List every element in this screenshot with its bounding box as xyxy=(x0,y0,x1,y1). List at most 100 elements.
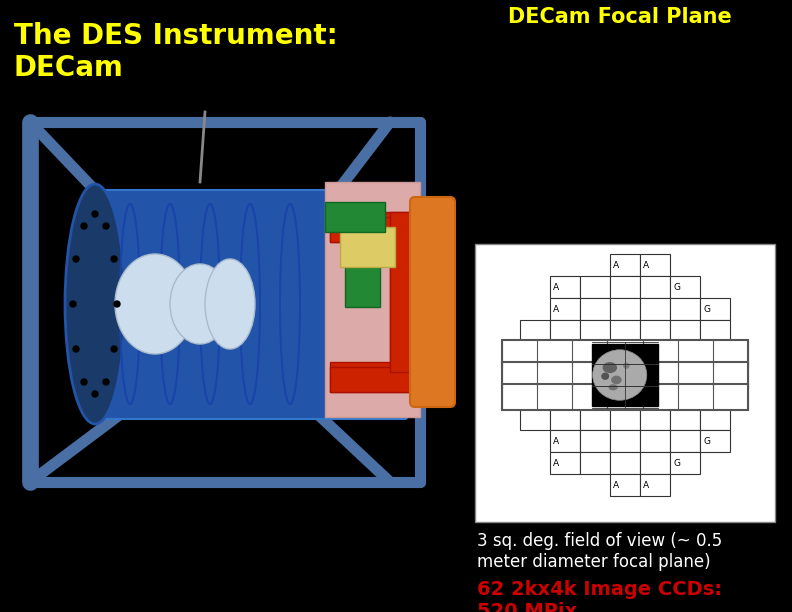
Ellipse shape xyxy=(205,259,255,349)
Bar xyxy=(580,298,610,320)
Bar xyxy=(580,320,610,342)
Bar xyxy=(670,386,700,408)
Circle shape xyxy=(103,379,109,385)
Text: A: A xyxy=(553,305,559,313)
Bar xyxy=(520,364,550,386)
Bar xyxy=(640,276,670,298)
Bar xyxy=(550,364,580,386)
Bar xyxy=(550,320,580,342)
Bar xyxy=(610,254,640,276)
Circle shape xyxy=(70,301,76,307)
Text: A: A xyxy=(553,458,559,468)
Bar xyxy=(610,298,640,320)
Bar xyxy=(700,342,730,364)
Bar xyxy=(610,364,640,386)
Bar xyxy=(670,364,700,386)
Bar xyxy=(670,452,700,474)
Bar xyxy=(610,320,640,342)
Bar xyxy=(520,320,550,342)
Bar xyxy=(580,364,610,386)
Bar xyxy=(325,182,420,417)
Bar xyxy=(640,386,670,408)
Circle shape xyxy=(111,256,117,262)
Bar xyxy=(550,342,580,364)
Text: DECam Focal Plane: DECam Focal Plane xyxy=(508,7,732,27)
Bar xyxy=(670,408,700,430)
Bar xyxy=(610,430,640,452)
Bar xyxy=(700,430,730,452)
Bar xyxy=(520,408,550,430)
Bar xyxy=(640,408,670,430)
Circle shape xyxy=(92,391,98,397)
Bar xyxy=(670,430,700,452)
Bar xyxy=(700,364,730,386)
Circle shape xyxy=(111,346,117,352)
Text: G: G xyxy=(703,305,710,313)
Bar xyxy=(390,212,415,372)
Circle shape xyxy=(81,223,87,229)
Bar xyxy=(520,386,550,408)
Bar xyxy=(340,227,395,267)
Bar xyxy=(502,384,748,410)
Bar xyxy=(550,408,580,430)
Bar xyxy=(580,386,610,408)
Text: A: A xyxy=(553,283,559,291)
Ellipse shape xyxy=(611,376,622,384)
Bar xyxy=(670,320,700,342)
Bar xyxy=(640,254,670,276)
Bar xyxy=(700,320,730,342)
Bar xyxy=(550,430,580,452)
Bar xyxy=(700,408,730,430)
Bar xyxy=(592,344,658,406)
Circle shape xyxy=(73,256,79,262)
Bar xyxy=(330,362,410,392)
Text: A: A xyxy=(613,480,619,490)
Bar xyxy=(580,342,610,364)
Bar xyxy=(610,386,640,408)
Text: A: A xyxy=(553,436,559,446)
Bar xyxy=(580,408,610,430)
Bar xyxy=(330,217,410,242)
FancyBboxPatch shape xyxy=(410,197,455,407)
Bar xyxy=(670,276,700,298)
Ellipse shape xyxy=(623,363,630,369)
Text: G: G xyxy=(673,458,680,468)
Bar xyxy=(330,367,410,392)
Circle shape xyxy=(114,301,120,307)
Bar xyxy=(475,244,775,522)
Bar xyxy=(700,386,730,408)
Circle shape xyxy=(81,379,87,385)
Bar xyxy=(670,298,700,320)
Bar xyxy=(580,430,610,452)
Ellipse shape xyxy=(65,184,125,424)
Bar xyxy=(640,298,670,320)
Text: G: G xyxy=(673,283,680,291)
Bar xyxy=(502,340,748,366)
Ellipse shape xyxy=(603,362,617,373)
Bar xyxy=(700,298,730,320)
Bar xyxy=(610,342,640,364)
Bar xyxy=(345,267,380,307)
Text: 3 sq. deg. field of view (~ 0.5
meter diameter focal plane): 3 sq. deg. field of view (~ 0.5 meter di… xyxy=(477,532,722,571)
Ellipse shape xyxy=(601,373,609,380)
FancyBboxPatch shape xyxy=(93,190,407,419)
Bar xyxy=(550,386,580,408)
Bar xyxy=(640,452,670,474)
Bar xyxy=(550,452,580,474)
Bar xyxy=(330,212,410,242)
Ellipse shape xyxy=(170,264,230,344)
Circle shape xyxy=(73,346,79,352)
Ellipse shape xyxy=(608,384,618,390)
Bar xyxy=(550,276,580,298)
Text: A: A xyxy=(643,480,649,490)
Bar xyxy=(520,342,550,364)
Text: A: A xyxy=(643,261,649,269)
Circle shape xyxy=(103,223,109,229)
Bar xyxy=(670,342,700,364)
Bar xyxy=(610,474,640,496)
Text: G: G xyxy=(703,436,710,446)
Bar xyxy=(390,227,420,377)
Ellipse shape xyxy=(115,254,195,354)
Bar xyxy=(610,408,640,430)
Bar xyxy=(580,452,610,474)
